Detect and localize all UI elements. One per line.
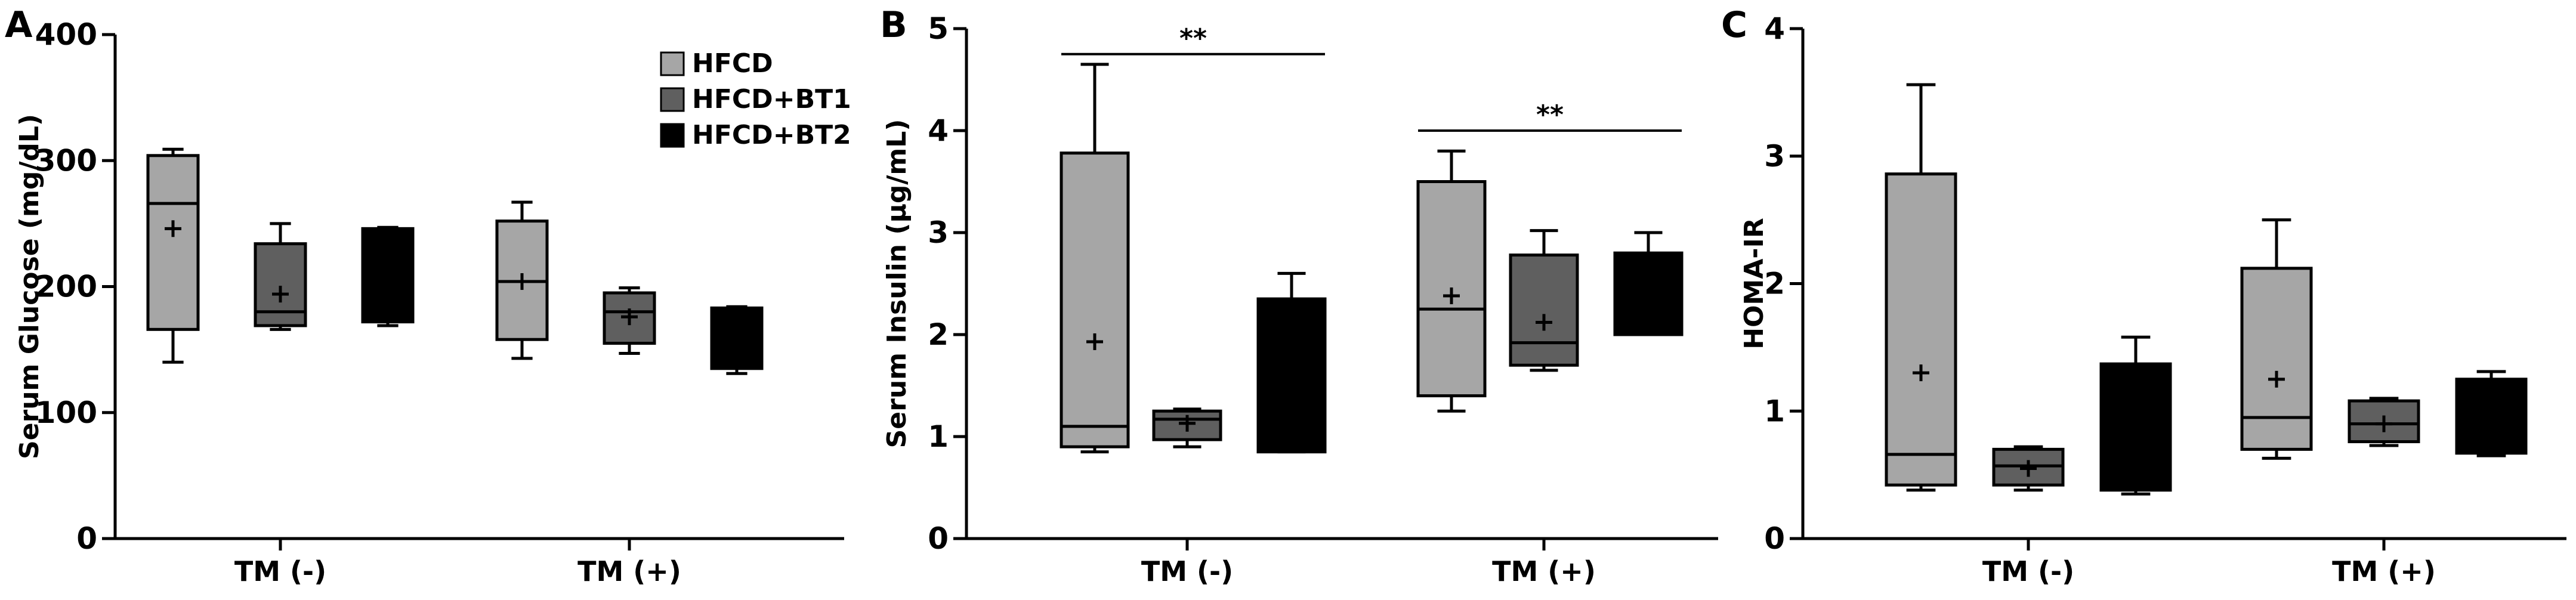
- x-category-label: TM (+): [2332, 555, 2436, 587]
- y-tick-label: 3: [928, 215, 949, 250]
- y-tick-label: 100: [35, 395, 97, 430]
- panel-letter: C: [1721, 4, 1747, 46]
- box-iqr: [254, 242, 307, 327]
- box-hfcd-bt2-tm-pos: [710, 305, 764, 375]
- legend-swatch: [660, 87, 685, 112]
- y-tick-label: 1: [1764, 394, 1785, 428]
- box-hfcd-bt2-tm-pos: [1613, 231, 1684, 336]
- y-tick-label: 4: [928, 113, 949, 148]
- box-hfcd-bt1-tm-pos: [1509, 229, 1579, 372]
- box-iqr: [146, 154, 200, 331]
- significance-label: **: [1179, 23, 1207, 54]
- box-hfcd-bt1-tm-neg: [1152, 407, 1222, 449]
- box-hfcd-bt2-tm-neg: [2099, 335, 2172, 496]
- y-tick-label: 4: [1764, 11, 1785, 46]
- legend: HFCD HFCD+BT1 HFCD+BT2: [660, 48, 851, 150]
- box-iqr: [1509, 253, 1579, 367]
- box-hfcd-tm-pos: [2240, 218, 2313, 460]
- panel-a: A Serum Glucose (mg/dL) 0 100 200 300 400 TM (-…: [5, 4, 851, 587]
- legend-label: HFCD+BT1: [692, 84, 851, 115]
- y-tick-label: 0: [1764, 521, 1785, 556]
- y-tick-label: 200: [35, 270, 97, 304]
- legend-swatch: [660, 51, 685, 76]
- panel-letter: B: [880, 4, 907, 46]
- box-iqr: [361, 227, 415, 324]
- box-iqr: [1060, 151, 1130, 449]
- y-tick-label: 2: [1764, 267, 1785, 301]
- y-axis-label: Serum Insulin (μg/mL): [882, 119, 912, 449]
- panel-b: B Serum Insulin (μg/mL) 0 1 2 3 4 5 TM (-) TM (+)…: [880, 4, 1718, 587]
- box-hfcd-bt1-tm-pos: [603, 286, 656, 355]
- x-category-label: TM (+): [1492, 555, 1596, 587]
- box-iqr: [1416, 180, 1487, 398]
- y-tick-label: 300: [35, 143, 97, 178]
- box-hfcd-bt1-tm-pos: [2348, 397, 2420, 447]
- panel-c: C HOMA-IR 0 1 2 3 4 TM (-) TM (+): [1721, 4, 2566, 587]
- x-category-label: TM (+): [577, 555, 681, 587]
- y-tick-label: 0: [928, 521, 949, 556]
- legend-swatch: [660, 123, 685, 148]
- legend-label: HFCD+BT2: [692, 120, 851, 150]
- box-iqr: [2099, 362, 2172, 492]
- box-hfcd-bt1-tm-neg: [254, 222, 307, 331]
- box-iqr: [1613, 251, 1684, 336]
- y-axis-label: HOMA-IR: [1739, 218, 1769, 350]
- box-hfcd-tm-pos: [1416, 149, 1487, 413]
- box-iqr: [2455, 378, 2528, 455]
- box-hfcd-bt2-tm-pos: [2455, 370, 2528, 457]
- legend-label: HFCD: [692, 48, 773, 79]
- y-tick-label: 1: [928, 419, 949, 454]
- y-tick-label: 2: [928, 317, 949, 352]
- y-axis-label: Serum Glucose (mg/dL): [14, 114, 45, 459]
- x-category-label: TM (-): [234, 555, 326, 587]
- box-iqr: [1885, 172, 1957, 487]
- x-category-label: TM (-): [1982, 555, 2074, 587]
- y-tick-label: 5: [928, 11, 949, 46]
- significance-label: **: [1536, 100, 1564, 130]
- box-hfcd-tm-neg: [1885, 83, 1957, 492]
- box-hfcd-bt2-tm-neg: [1256, 271, 1327, 454]
- box-hfcd-tm-neg: [1060, 63, 1130, 454]
- y-tick-label: 0: [76, 521, 97, 556]
- box-iqr: [2240, 267, 2313, 451]
- panel-letter: A: [5, 4, 33, 46]
- y-tick-label: 3: [1764, 139, 1785, 174]
- box-hfcd-tm-neg: [146, 147, 200, 364]
- box-hfcd-bt1-tm-neg: [1992, 445, 2065, 492]
- y-tick-label: 400: [35, 17, 97, 52]
- box-iqr: [1256, 297, 1327, 454]
- box-hfcd-tm-pos: [495, 200, 549, 360]
- box-hfcd-bt2-tm-neg: [361, 225, 415, 327]
- x-category-label: TM (-): [1141, 555, 1233, 587]
